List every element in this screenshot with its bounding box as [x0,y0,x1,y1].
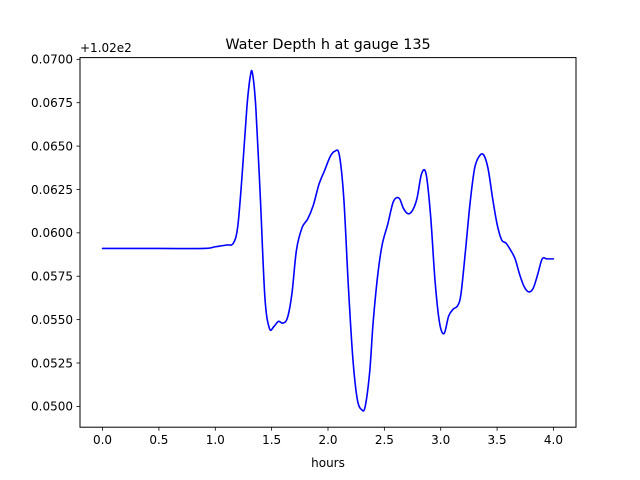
plot-area [101,69,555,412]
y-tick-label: 0.0525 [31,356,73,370]
x-tick-label: 4.0 [544,433,563,447]
x-tick-label: 0.0 [93,433,112,447]
y-offset-label: +1.02e2 [80,41,132,55]
y-axis-ticks: 0.0500 0.0525 0.0550 0.0575 0.0600 0.0625 0.06… [31,53,80,414]
chart-title: Water Depth h at gauge 135 [225,37,430,53]
y-tick-label: 0.0675 [31,96,73,110]
y-tick-label: 0.0550 [31,313,73,327]
x-tick-label: 3.5 [488,433,507,447]
y-tick-label: 0.0575 [31,270,73,284]
x-axis-ticks: 0.0 0.5 1.0 1.5 2.0 2.5 3.0 3.5 4.0 [93,427,563,447]
x-tick-label: 1.0 [206,433,225,447]
y-tick-label: 0.0500 [31,400,73,414]
x-axis-label: hours [311,456,345,470]
y-tick-label: 0.0700 [31,53,73,67]
series-line-0 [101,69,555,412]
y-tick-label: 0.0625 [31,183,73,197]
x-tick-label: 0.5 [149,433,168,447]
x-tick-label: 2.0 [318,433,337,447]
x-tick-label: 3.0 [431,433,450,447]
x-tick-label: 1.5 [262,433,281,447]
y-tick-label: 0.0650 [31,139,73,153]
axes-frame [79,57,577,428]
x-tick-label: 2.5 [375,433,394,447]
y-tick-label: 0.0600 [31,226,73,240]
